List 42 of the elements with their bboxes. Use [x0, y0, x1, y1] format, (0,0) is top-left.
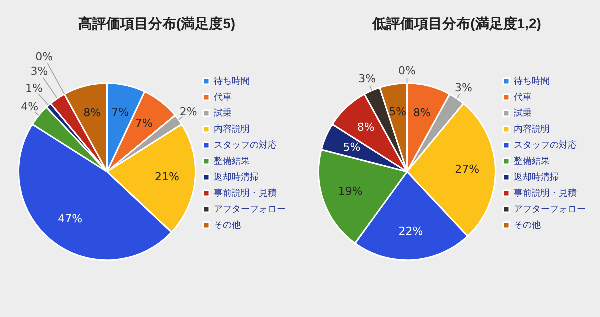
text: 0% — [398, 64, 416, 78]
legend-label: 試乗 — [514, 108, 532, 118]
legend-label: 試乗 — [214, 108, 232, 118]
legend-label: 代車 — [513, 92, 532, 102]
legend-label: 返却時清掃 — [514, 172, 559, 182]
legend-label: 整備結果 — [214, 156, 250, 166]
data-label: 3% — [358, 72, 376, 86]
legend-label: アフターフォロー — [514, 204, 586, 214]
data-label: 2% — [180, 106, 198, 119]
legend-label: 整備結果 — [514, 156, 550, 166]
legend-label: その他 — [214, 220, 241, 230]
legend-label: スタッフの対応 — [214, 140, 277, 150]
data-label: 8% — [413, 106, 431, 120]
legend-label: 事前説明・見積 — [514, 188, 577, 198]
legend-label: 事前説明・見積 — [214, 188, 277, 198]
text: 0% — [36, 50, 54, 64]
data-label: 5% — [343, 140, 361, 154]
legend-label: アフターフォロー — [214, 204, 286, 214]
legend-label: 内容説明 — [514, 124, 550, 134]
legend-label: 代車 — [213, 92, 232, 102]
data-label: 1% — [25, 82, 43, 95]
legend-label: 内容説明 — [214, 124, 250, 134]
legend-label: 待ち時間 — [214, 76, 250, 86]
legend-label: その他 — [514, 220, 541, 230]
data-label: 7% — [112, 106, 130, 120]
legend-label: 返却時清掃 — [214, 172, 259, 182]
data-label: 4% — [21, 100, 39, 114]
legend-label: スタッフの対応 — [514, 140, 577, 150]
legend-label: 待ち時間 — [514, 76, 550, 86]
data-label: 3% — [455, 82, 472, 95]
chart-title: 低評価項目分布(満足度1,2) — [372, 15, 542, 32]
data-label: 22% — [398, 224, 424, 238]
chart-title: 高評価項目分布(満足度5) — [78, 15, 236, 32]
data-label: 21% — [154, 170, 180, 184]
data-label: 27% — [455, 162, 480, 176]
data-label: 8% — [357, 120, 375, 134]
data-label: 5% — [389, 105, 407, 118]
data-label: 7% — [135, 117, 153, 130]
data-label: 8% — [84, 106, 102, 120]
data-label: 19% — [338, 185, 363, 198]
data-label: 47% — [58, 212, 83, 226]
data-label: 3% — [30, 65, 48, 78]
